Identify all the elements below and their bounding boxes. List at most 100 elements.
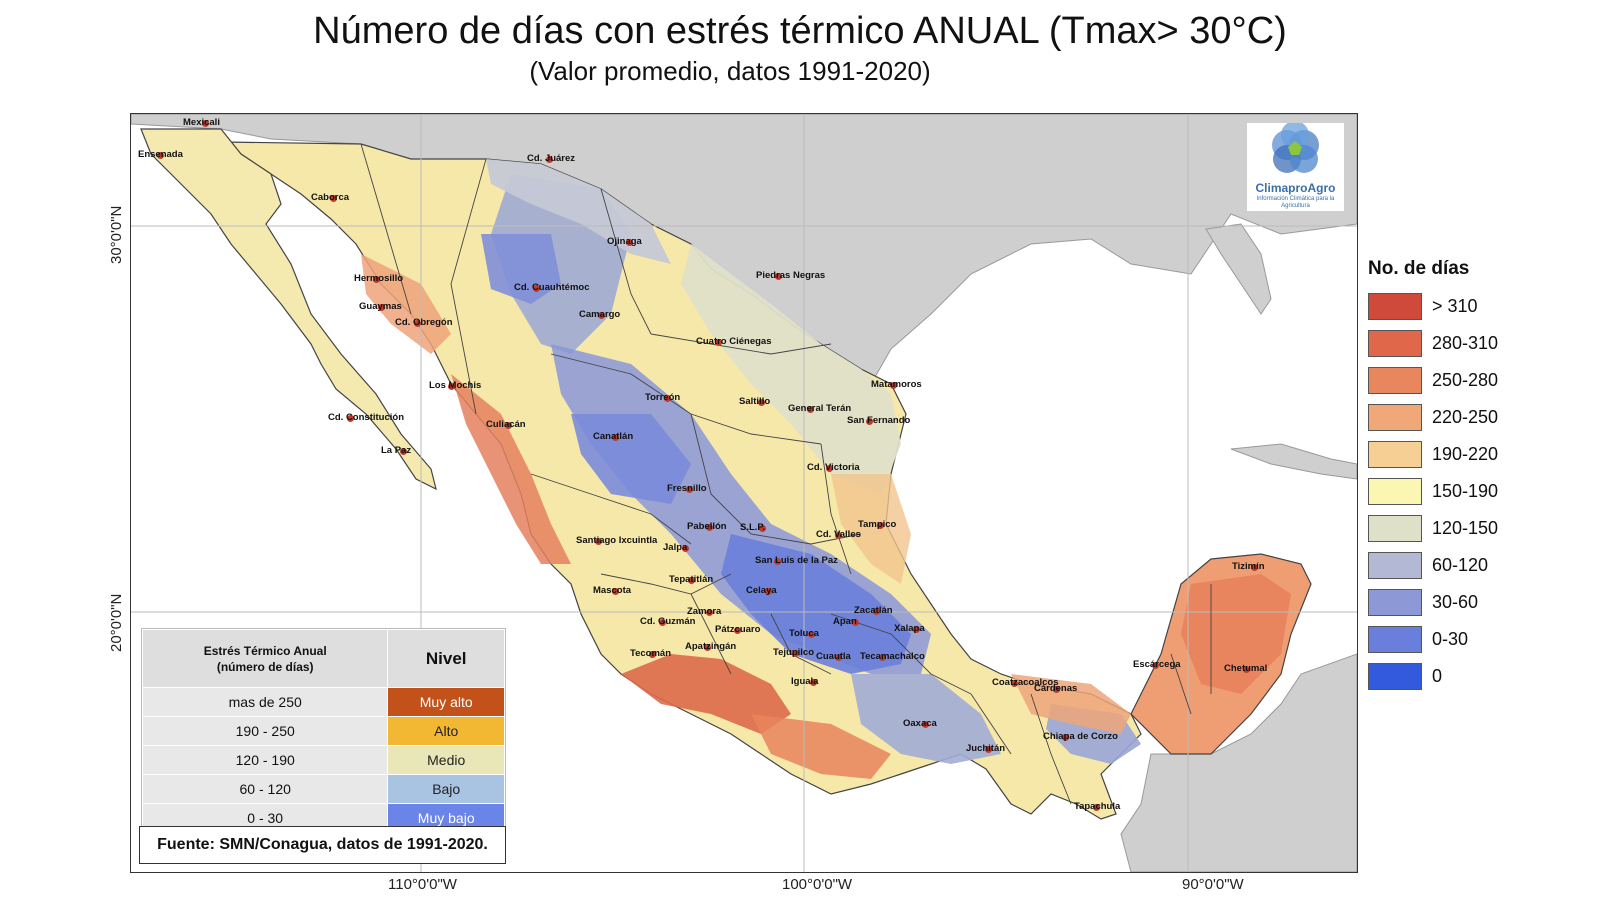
legend-label: 190-220: [1432, 444, 1499, 464]
zone-durango: [571, 414, 691, 504]
city-marker-icon: [649, 651, 656, 658]
legend: No. de días > 310 280-310 250-280 220-250 19…: [1368, 258, 1578, 695]
cuba-land: [1230, 443, 1357, 480]
city-marker-icon: [704, 644, 711, 651]
legend-label: 220-250: [1432, 407, 1499, 427]
city-label: Cd. Obregón: [395, 317, 453, 328]
table-row: 120 - 190 Medio: [141, 745, 505, 775]
legend-item: > 310: [1368, 288, 1578, 325]
legend-item: 220-250: [1368, 399, 1578, 436]
city-label: Escárcega: [1133, 659, 1181, 670]
zone-chihuahua-core: [481, 234, 561, 304]
city-marker-icon: [852, 619, 859, 626]
legend-label: 120-150: [1432, 518, 1499, 538]
legend-item: 0: [1368, 658, 1578, 695]
city-label: Xalapa: [894, 623, 925, 634]
legend-swatch: [1368, 663, 1422, 690]
city-marker-icon: [922, 721, 929, 728]
legend-item: 30-60: [1368, 584, 1578, 621]
city-marker-icon: [1093, 804, 1100, 811]
legend-swatch: [1368, 515, 1422, 542]
table-range-cell: 60 - 120: [141, 774, 389, 804]
city-marker-icon: [664, 395, 671, 402]
city-marker-icon: [595, 538, 602, 545]
city-label: Fresnillo: [667, 483, 707, 494]
city-marker-icon: [686, 486, 693, 493]
legend-swatch: [1368, 293, 1422, 320]
city-label: Pátzcuaro: [715, 624, 761, 635]
central-america-land: [1120, 653, 1357, 872]
city-marker-icon: [626, 239, 633, 246]
city-label: Saltillo: [739, 396, 771, 407]
city-label: Ensenada: [138, 149, 183, 160]
city-marker-icon: [688, 577, 695, 584]
zone-michoacan-coast: [621, 654, 791, 734]
city-label: Los Mochis: [429, 380, 482, 391]
flower-logo-icon: [1272, 121, 1319, 173]
city-marker-icon: [598, 312, 605, 319]
zone-sinaloa-coast: [451, 374, 571, 564]
city-label: Santiago Ixcuintla: [576, 535, 658, 546]
city-marker-icon: [1011, 680, 1018, 687]
city-marker-icon: [1243, 666, 1250, 673]
city-marker-icon: [866, 418, 873, 425]
lat-label-30n: 30°0'0"N: [108, 205, 125, 264]
legend-item: 250-280: [1368, 362, 1578, 399]
city-label: Juchitán: [966, 743, 1006, 754]
map-frame[interactable]: [130, 113, 1358, 873]
city-label: Iguala: [791, 676, 819, 687]
legend-item: 0-30: [1368, 621, 1578, 658]
legend-label: > 310: [1432, 296, 1478, 316]
zone-yucatan-hot: [1181, 574, 1291, 694]
city-marker-icon: [1053, 686, 1060, 693]
zone-central-mexico: [721, 534, 911, 674]
city-label: Torreón: [645, 392, 681, 403]
city-label: Zamora: [687, 606, 722, 617]
zone-northeast-gray: [681, 244, 901, 494]
legend-label: 60-120: [1432, 555, 1489, 575]
city-marker-icon: [879, 654, 886, 661]
legend-item: 150-190: [1368, 473, 1578, 510]
city-label: Caborca: [311, 192, 350, 203]
zone-sonora-coast: [361, 254, 451, 354]
lon-label-100w: 100°0'0"W: [782, 876, 853, 893]
city-marker-icon: [808, 631, 815, 638]
city-marker-icon: [546, 156, 553, 163]
florida-land: [1205, 223, 1272, 315]
zone-tamaulipas: [831, 474, 911, 584]
table-header-range: Estrés Térmico Anual (número de días): [141, 629, 389, 688]
city-label: Jalpa: [663, 542, 688, 553]
city-marker-icon: [202, 120, 209, 127]
city-label: Coatzacoalcos: [992, 677, 1059, 688]
city-label: Ojinaga: [607, 236, 642, 247]
page-subtitle: (Valor promedio, datos 1991-2020): [529, 56, 931, 86]
city-marker-icon: [612, 434, 619, 441]
page-title: Número de días con estrés térmico ANUAL …: [313, 10, 1287, 52]
climaproagro-logo: ClimaproAgro Información Climática para …: [1247, 121, 1344, 211]
legend-swatch: [1368, 404, 1422, 431]
city-label: La Paz: [381, 445, 412, 456]
city-label: Guaymas: [359, 301, 402, 312]
city-label: Celaya: [746, 585, 777, 596]
legend-label: 0-30: [1432, 629, 1469, 649]
city-label: Cd. Victoria: [807, 462, 860, 473]
city-marker-icon: [682, 545, 689, 552]
city-marker-icon: [157, 152, 164, 159]
legend-swatch: [1368, 330, 1422, 357]
lon-label-90w: 90°0'0"W: [1182, 876, 1244, 893]
legend-swatch: [1368, 589, 1422, 616]
zone-chihuahua-north-gray: [486, 159, 671, 264]
map-canvas: [131, 114, 1357, 872]
legend-title: No. de días: [1368, 258, 1470, 279]
zone-oaxaca: [851, 674, 1001, 764]
city-marker-icon: [414, 320, 421, 327]
table-range-cell: 190 - 250: [141, 716, 389, 746]
city-label: Zacatlán: [854, 605, 893, 616]
table-level-cell: Muy alto: [387, 687, 505, 717]
city-marker-icon: [706, 524, 713, 531]
city-marker-icon: [877, 522, 884, 529]
city-marker-icon: [715, 339, 722, 346]
city-marker-icon: [659, 619, 666, 626]
legend-label: 280-310: [1432, 333, 1499, 353]
city-marker-icon: [913, 626, 920, 633]
